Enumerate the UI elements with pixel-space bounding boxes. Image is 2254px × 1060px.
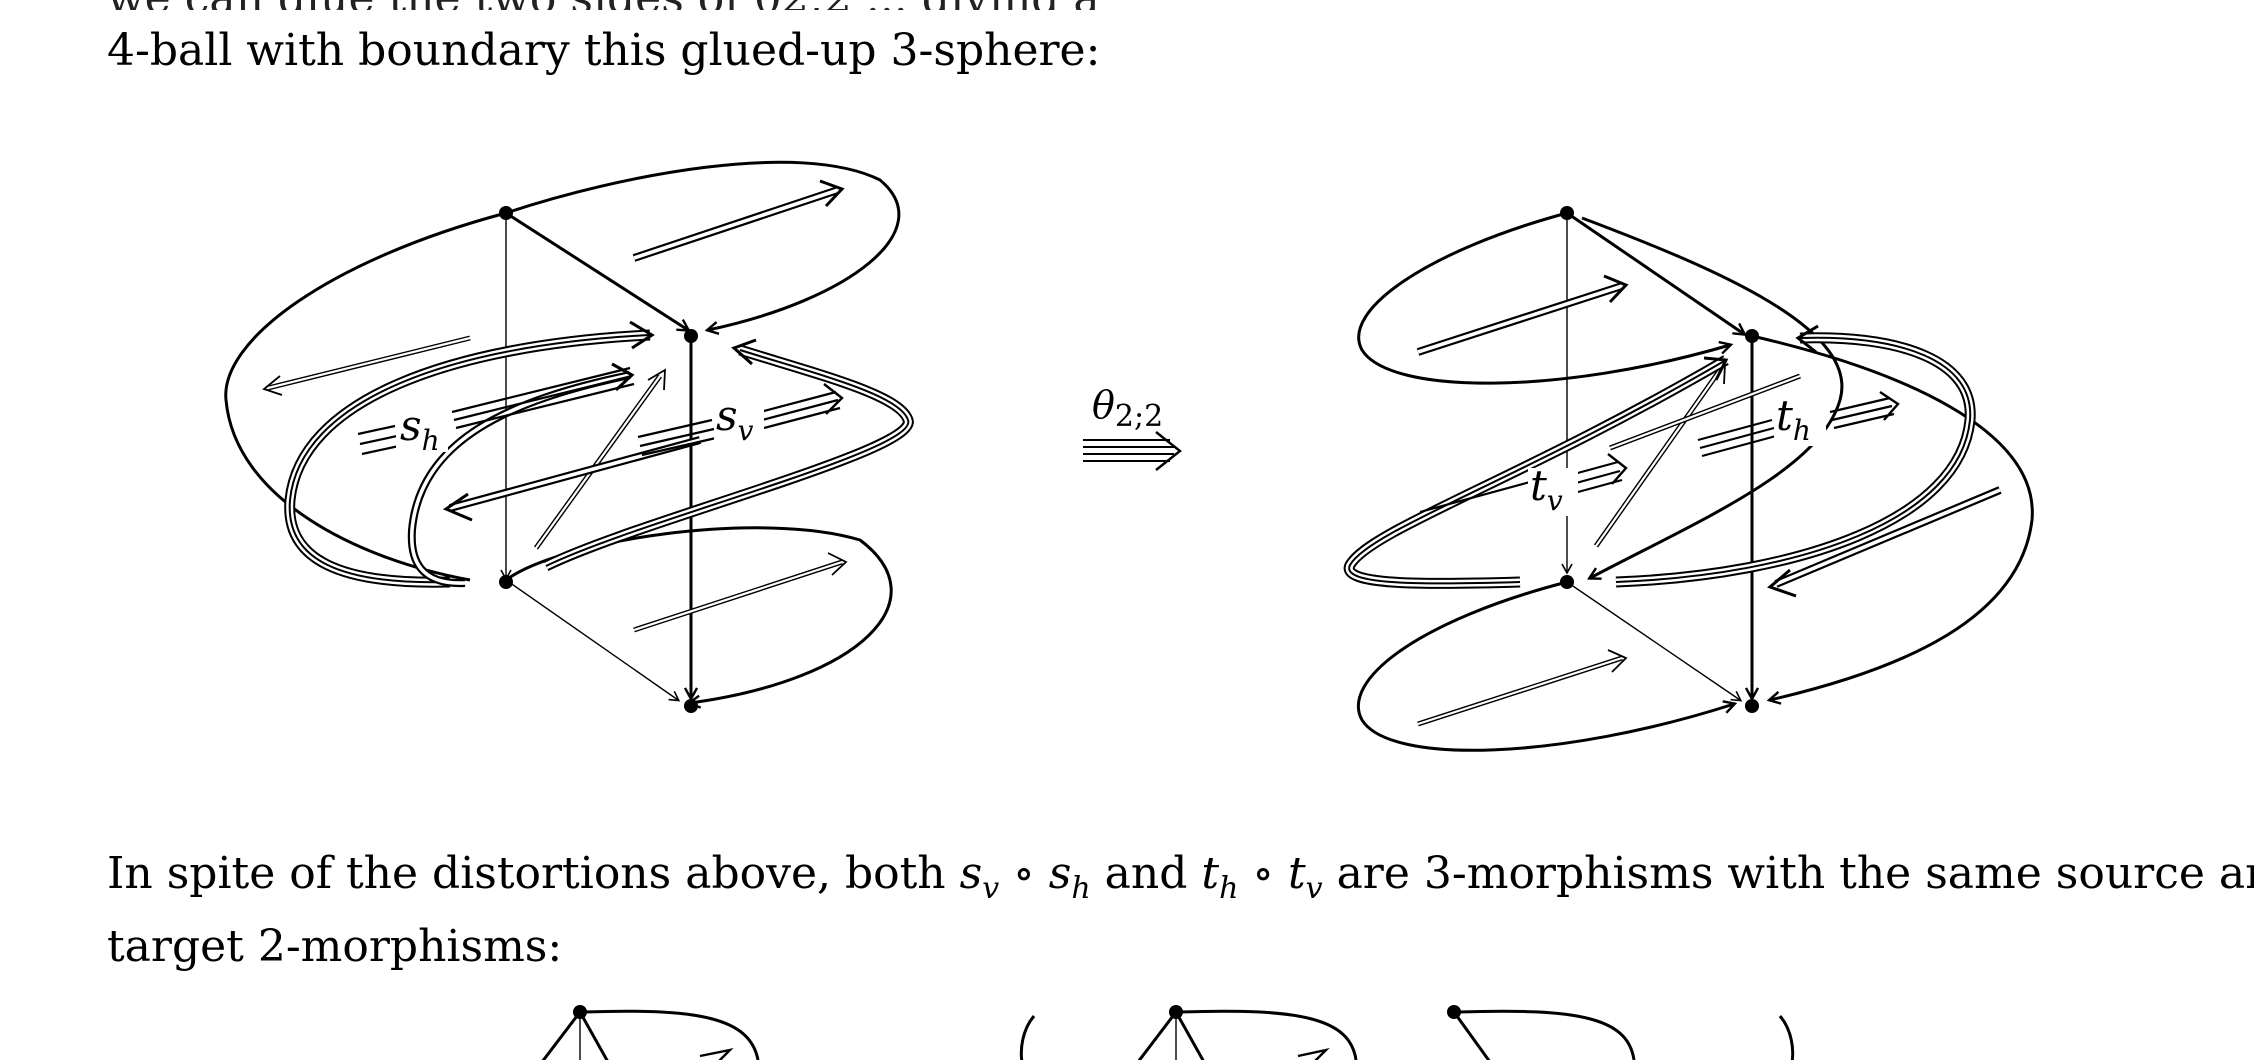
paragraph-mid-post: are 3-morphisms with the same source and: [1322, 848, 2254, 899]
left-edge-lower-to-bottom: [505, 579, 681, 702]
left-label-sh-bg: [396, 404, 448, 452]
left-vertex-mid: [684, 329, 698, 343]
left-vertex-bottom: [684, 699, 698, 713]
right-two-cell-faint: [1609, 373, 1801, 451]
right-two-cell-lower-right: [1767, 486, 2002, 598]
math-sv: sv: [959, 848, 1000, 906]
right-label-th: th: [1776, 391, 1811, 447]
cut-line-text: we can glue the two sides of θ2;2 ... gi…: [107, 0, 1100, 10]
paragraph-top-line2: 4-ball with boundary this glued-up 3-sph…: [107, 25, 1101, 76]
paragraph-mid: In spite of the distortions above, both …: [107, 845, 2254, 976]
right-label-tv: tv: [1530, 461, 1563, 517]
right-two-cell-upper-left: [1416, 274, 1629, 356]
math-op1: ∘: [999, 848, 1049, 899]
right-two-cell-lower-left: [1417, 649, 1628, 727]
right-label-tv-bg: [1528, 468, 1578, 516]
right-edge-top-to-mid: [1566, 211, 1744, 334]
right-vertex-top: [1560, 206, 1574, 220]
left-vertex-top: [499, 206, 513, 220]
right-vertex-bottom: [1745, 699, 1759, 713]
bottom-left-paren: [1019, 1015, 1036, 1060]
math-op2: ∘: [1238, 848, 1288, 899]
left-two-cell-center: [533, 368, 666, 550]
left-two-cell-left: [262, 335, 471, 396]
left-label-sv: sv: [716, 391, 754, 447]
paragraph-top: we can glue the two sides of θ2;2 ... gi…: [107, 0, 1100, 88]
paragraph-top-line-cut: we can glue the two sides of θ2;2 ... gi…: [107, 0, 1100, 10]
right-label-th-bg: [1774, 398, 1826, 446]
left-three-cell-sh: [284, 320, 655, 588]
right-edge-lower-to-bottom: [1566, 581, 1743, 702]
left-three-cell-inner-arc: [407, 362, 635, 588]
left-vertex-lower: [499, 575, 513, 589]
math-th: th: [1201, 848, 1239, 906]
right-upper-right-loop-edge: [1581, 216, 1844, 578]
left-three-cell-straight: [442, 436, 702, 522]
left-sv-tick-marks: [637, 383, 844, 457]
right-three-cell-th: [1615, 324, 1976, 588]
paragraph-mid-line2: target 2-morphisms:: [107, 921, 563, 972]
bottom-partial-figure: [541, 1005, 1795, 1060]
right-three-cell-tv: [1343, 355, 1729, 589]
bottom-right-paren: [1778, 1015, 1795, 1060]
math-sh: sh: [1048, 848, 1091, 906]
left-two-cell-upper-right: [632, 179, 845, 262]
right-vertex-mid: [1745, 329, 1759, 343]
right-upper-left-loop-edge: [1357, 211, 1730, 385]
left-two-cell-lower-right: [633, 552, 848, 633]
right-vertex-lower: [1560, 575, 1574, 589]
right-th-tick-marks: [1697, 391, 1900, 458]
paragraph-mid-pre: In spite of the distortions above, both: [107, 848, 960, 899]
theta-label: θ2;2: [1092, 383, 1163, 434]
left-upper-right-loop-edge: [505, 160, 901, 330]
left-outer-loop-edge: [224, 211, 507, 582]
left-sh-tick-marks: [357, 366, 635, 456]
paragraph-mid-and: and: [1090, 848, 1202, 899]
left-edge-top-to-mid: [505, 211, 688, 330]
left-diagram: sh sv: [224, 160, 914, 713]
left-label-sh: sh: [400, 401, 440, 457]
paragraph-mid-line1: In spite of the distortions above, both …: [107, 845, 2254, 918]
right-outer-loop-edge: [1751, 334, 2034, 700]
right-diagram: tv th: [1343, 206, 2034, 752]
math-tv: tv: [1287, 848, 1323, 906]
theta-arrow: θ2;2: [1083, 383, 1182, 471]
left-label-sv-bg: [714, 398, 764, 444]
right-tv-tick-marks: [1419, 453, 1628, 514]
right-lower-left-loop-edge: [1356, 580, 1734, 752]
left-three-cell-sv: [543, 338, 914, 571]
